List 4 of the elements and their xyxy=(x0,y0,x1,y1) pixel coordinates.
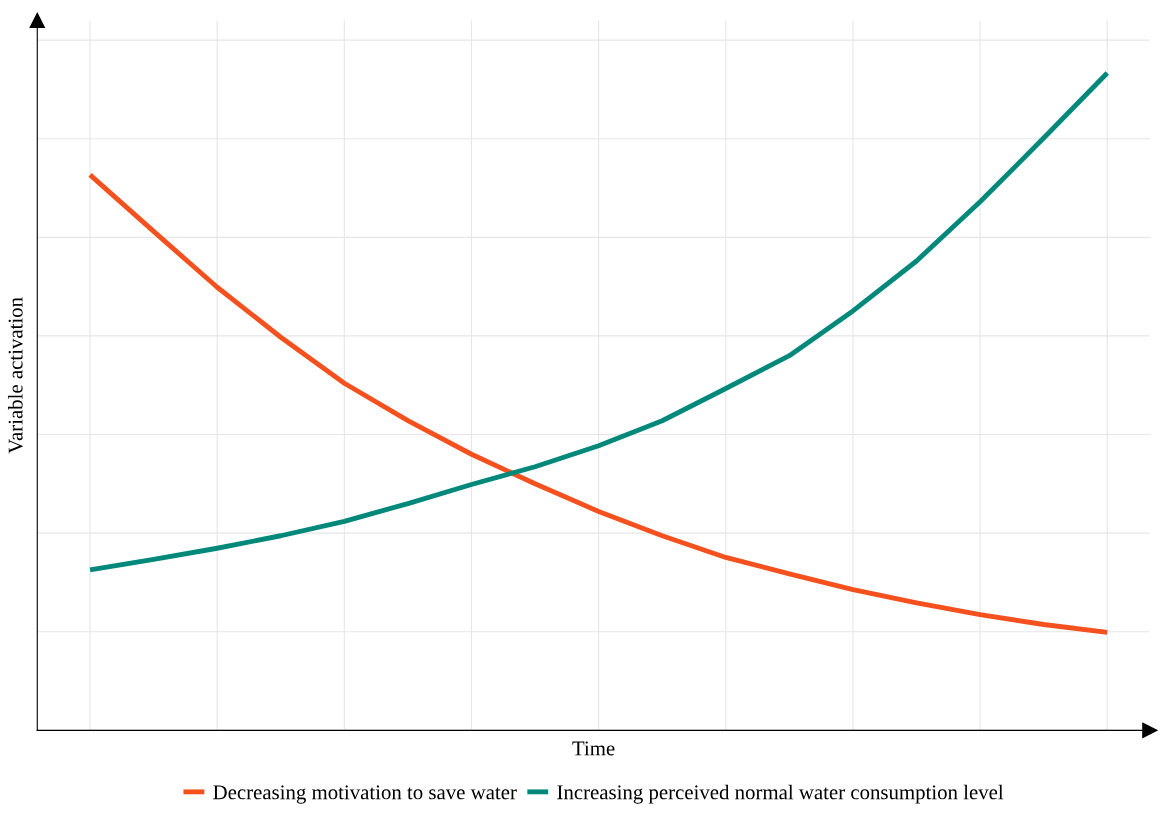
x-axis-title: Time xyxy=(572,741,615,756)
legend-label: Decreasing motivation to save water xyxy=(213,785,517,804)
y-axis-title: Variable activation xyxy=(7,297,23,454)
legend-label: Increasing perceived normal water consumption level xyxy=(557,784,1004,804)
